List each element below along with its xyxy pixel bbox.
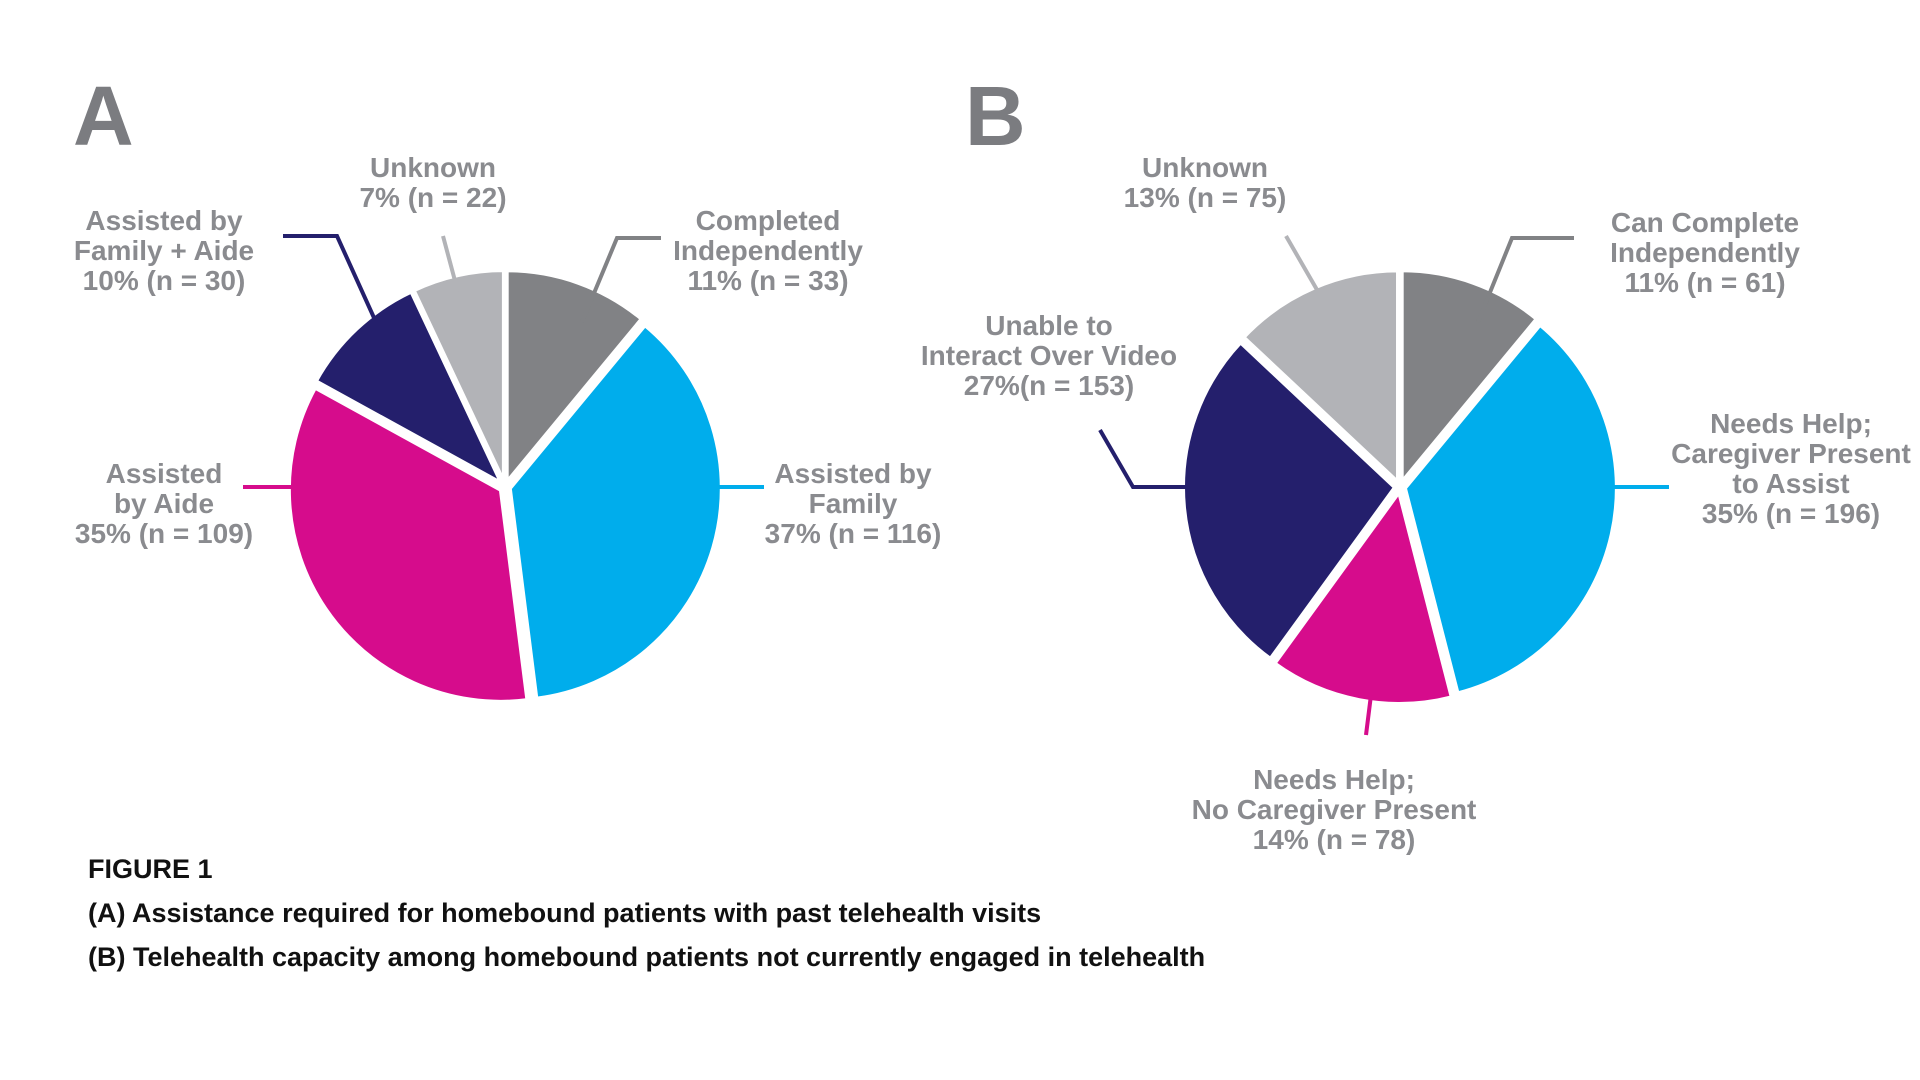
- leader-line-b-0: [1476, 236, 1574, 323]
- panel-letter-a: A: [73, 69, 134, 163]
- pie-chart-a: A Completed Independently 11% (n = 33) Assis…: [73, 69, 942, 704]
- leader-line-a-4: [441, 235, 460, 293]
- pie-slice-a-0: [504, 268, 645, 488]
- leader-line-b-3: [1098, 428, 1188, 489]
- leader-line-b-4: [1284, 235, 1322, 296]
- slice-label-b-2: Needs Help; No Caregiver Present 14% (n = …: [1192, 764, 1477, 855]
- pie-slice-b-0: [1399, 268, 1540, 488]
- slice-label-b-1: Needs Help; Caregiver Present to Assist 35%…: [1671, 408, 1911, 529]
- slice-label-b-4: Unknown 13% (n = 75): [1124, 152, 1287, 213]
- leader-line-a-0: [580, 236, 661, 323]
- pie-slice-a-4: [410, 268, 506, 483]
- pie-slice-a-2: [286, 384, 530, 704]
- leader-line-a-3: [283, 234, 377, 321]
- pie-slice-a-1: [507, 322, 724, 701]
- leader-line-b-2: [1364, 694, 1373, 736]
- pie-slice-a-3: [313, 288, 507, 489]
- figure-title: FIGURE 1: [88, 854, 213, 884]
- pie-slice-b-2: [1271, 487, 1455, 706]
- panel-letter-b: B: [965, 69, 1026, 163]
- slice-label-b-3: Unable to Interact Over Video 27%(n = 153): [921, 310, 1177, 401]
- slice-label-a-4: Unknown 7% (n = 22): [359, 152, 506, 213]
- pie-slice-b-3: [1181, 339, 1398, 662]
- slice-label-a-0: Completed Independently 11% (n = 33): [673, 205, 863, 296]
- pie-slice-b-1: [1402, 321, 1619, 696]
- figure-caption-a: (A) Assistance required for homebound pa…: [88, 898, 1042, 928]
- slice-label-a-1: Assisted by Family 37% (n = 116): [765, 458, 942, 549]
- pie-chart-b: B Can Complete Independently 11% (n = 61) Ne…: [921, 69, 1911, 855]
- figure-caption-b: (B) Telehealth capacity among homebound …: [88, 942, 1206, 972]
- slice-label-b-0: Can Complete Independently 11% (n = 61): [1610, 207, 1800, 298]
- slice-label-a-2: Assisted by Aide 35% (n = 109): [75, 458, 253, 549]
- slice-label-a-3: Assisted by Family + Aide 10% (n = 30): [74, 205, 254, 296]
